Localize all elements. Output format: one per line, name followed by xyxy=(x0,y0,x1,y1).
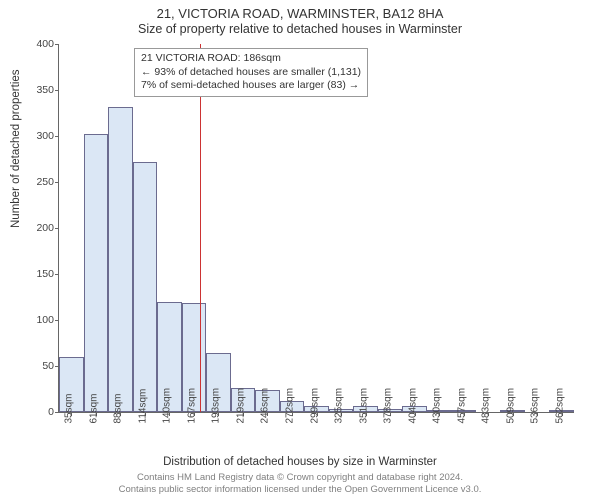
ytick-mark xyxy=(55,44,59,45)
annotation-line2: ← 93% of detached houses are smaller (1,… xyxy=(141,66,361,80)
ytick-label: 200 xyxy=(36,222,54,234)
chart-area: 05010015020025030035040035sqm61sqm88sqm1… xyxy=(58,44,573,412)
y-axis-label: Number of detached properties xyxy=(10,69,22,228)
ytick-mark xyxy=(55,228,59,229)
ytick-mark xyxy=(55,320,59,321)
ytick-mark xyxy=(55,412,59,413)
ytick-label: 300 xyxy=(36,130,54,142)
ytick-mark xyxy=(55,90,59,91)
x-axis-label: Distribution of detached houses by size … xyxy=(0,456,600,468)
ytick-label: 0 xyxy=(48,406,54,418)
ytick-label: 150 xyxy=(36,268,54,280)
annotation-line3: 7% of semi-detached houses are larger (8… xyxy=(141,79,361,93)
ytick-label: 350 xyxy=(36,84,54,96)
footer-line2: Contains public sector information licen… xyxy=(0,484,600,496)
ytick-label: 400 xyxy=(36,38,54,50)
annotation-line1: 21 VICTORIA ROAD: 186sqm xyxy=(141,52,361,66)
chart-container: 21, VICTORIA ROAD, WARMINSTER, BA12 8HA … xyxy=(0,0,600,500)
ytick-mark xyxy=(55,274,59,275)
histogram-bar xyxy=(133,162,158,412)
reference-line xyxy=(200,44,201,412)
histogram-bar xyxy=(108,107,133,412)
footer-line1: Contains HM Land Registry data © Crown c… xyxy=(0,472,600,484)
title-main: 21, VICTORIA ROAD, WARMINSTER, BA12 8HA xyxy=(0,0,600,21)
annotation-box: 21 VICTORIA ROAD: 186sqm← 93% of detache… xyxy=(134,48,368,97)
plot-region: 05010015020025030035040035sqm61sqm88sqm1… xyxy=(58,44,574,413)
title-sub: Size of property relative to detached ho… xyxy=(0,21,600,36)
ytick-label: 250 xyxy=(36,176,54,188)
histogram-bar xyxy=(84,134,109,412)
ytick-label: 100 xyxy=(36,314,54,326)
ytick-label: 50 xyxy=(42,360,54,372)
footer-attribution: Contains HM Land Registry data © Crown c… xyxy=(0,472,600,496)
ytick-mark xyxy=(55,136,59,137)
ytick-mark xyxy=(55,182,59,183)
